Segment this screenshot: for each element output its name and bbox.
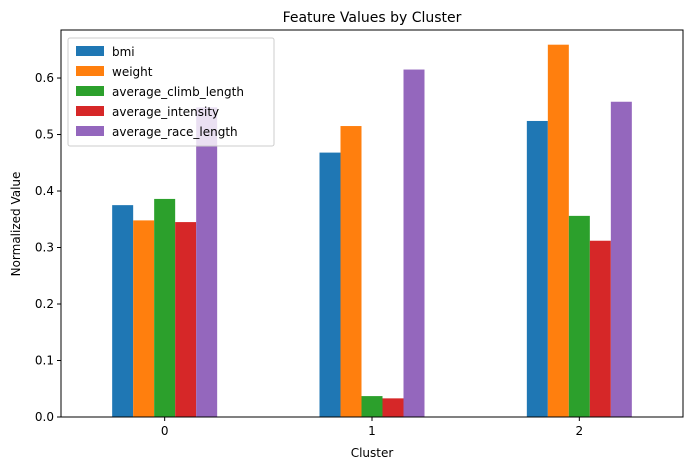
- bar-bmi-cluster-0: [112, 205, 134, 417]
- bar-average-intensity-cluster-1: [382, 398, 404, 417]
- legend-swatch-average-race-length: [76, 126, 104, 136]
- y-tick-label: 0.6: [35, 71, 54, 85]
- bars-group: [112, 44, 632, 418]
- y-axis-label: Normalized Value: [9, 172, 23, 277]
- bar-average-climb-length-cluster-2: [568, 215, 590, 417]
- plot-frame: [60, 29, 684, 418]
- bar-weight-cluster-1: [340, 126, 362, 417]
- legend-swatch-bmi: [76, 46, 104, 56]
- x-axis-label: Cluster: [351, 446, 394, 460]
- bar-average-race-length-cluster-0: [196, 107, 218, 418]
- x-tick-label: 1: [368, 424, 376, 438]
- chart-title: Feature Values by Cluster: [283, 10, 462, 26]
- bar-bmi-cluster-2: [526, 120, 548, 418]
- y-tick-label: 0.4: [35, 184, 54, 198]
- bar-average-intensity-cluster-0: [175, 222, 197, 417]
- legend-label-weight: weight: [112, 65, 153, 79]
- x-tick-label: 0: [161, 424, 169, 438]
- bar-average-climb-length-cluster-0: [154, 198, 176, 417]
- legend-swatch-average-climb-length: [76, 86, 104, 96]
- y-tick-label: 0.2: [35, 297, 54, 311]
- legend-label-average-intensity: average_intensity: [112, 105, 219, 119]
- x-tick-label: 2: [576, 424, 584, 438]
- bar-average-race-length-cluster-2: [610, 101, 632, 417]
- legend-frame: [67, 37, 275, 147]
- y-tick-label: 0.3: [35, 241, 54, 255]
- y-tick-label: 0.0: [35, 410, 54, 424]
- legend-swatch-average-intensity: [76, 106, 104, 116]
- y-tick-label: 0.5: [35, 128, 54, 142]
- bar-bmi-cluster-1: [319, 152, 341, 417]
- legend-label-bmi: bmi: [112, 45, 135, 59]
- bar-average-intensity-cluster-2: [589, 240, 611, 417]
- y-tick-label: 0.1: [35, 354, 54, 368]
- legend-label-average-climb-length: average_climb_length: [112, 85, 244, 99]
- bar-average-race-length-cluster-1: [403, 69, 425, 417]
- x-axis: 0 1 2: [161, 417, 583, 438]
- legend: bmi weight average_climb_length average_int…: [67, 37, 275, 147]
- bar-weight-cluster-2: [547, 44, 569, 417]
- bar-average-climb-length-cluster-1: [361, 396, 383, 417]
- legend-label-average-race-length: average_race_length: [112, 125, 238, 139]
- bar-weight-cluster-0: [133, 220, 155, 417]
- y-axis: 0.0 0.1 0.2 0.3 0.4 0.5 0.6: [35, 71, 61, 424]
- legend-swatch-weight: [76, 66, 104, 76]
